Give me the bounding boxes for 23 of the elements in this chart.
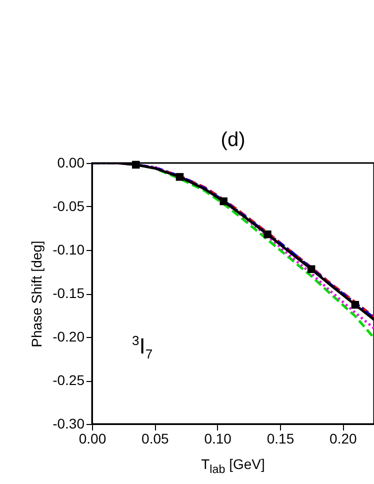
point xyxy=(176,173,184,181)
y-tick-label: 0.00 xyxy=(57,154,85,170)
y-tick-label: -0.25 xyxy=(52,372,85,388)
x-tick-label: 0.00 xyxy=(78,430,106,446)
point xyxy=(132,160,140,169)
annotation: $^{3}$I$_{7}$ xyxy=(132,333,153,362)
x-tick-label: 0.15 xyxy=(266,430,294,446)
y-tick-label: -0.15 xyxy=(52,285,85,301)
x-tick-label: 0.05 xyxy=(142,430,170,446)
y-tick-label: -0.10 xyxy=(52,242,85,258)
line-series xyxy=(153,166,374,318)
y-tick-label: -0.05 xyxy=(52,198,85,214)
point xyxy=(351,300,360,309)
chart-title: (d) xyxy=(220,129,246,151)
y-tick-label: -0.30 xyxy=(52,416,85,432)
point xyxy=(307,265,316,274)
x-axis-title: T$_{lab}$ [GeV] xyxy=(200,456,266,476)
x-tick-label: 0.10 xyxy=(204,430,232,446)
point xyxy=(220,197,228,206)
y-axis-title: Phase Shift [deg] xyxy=(28,240,45,348)
x-tick-label: 0.20 xyxy=(330,430,358,446)
point xyxy=(264,230,272,238)
y-tick-label: -0.20 xyxy=(52,328,85,344)
